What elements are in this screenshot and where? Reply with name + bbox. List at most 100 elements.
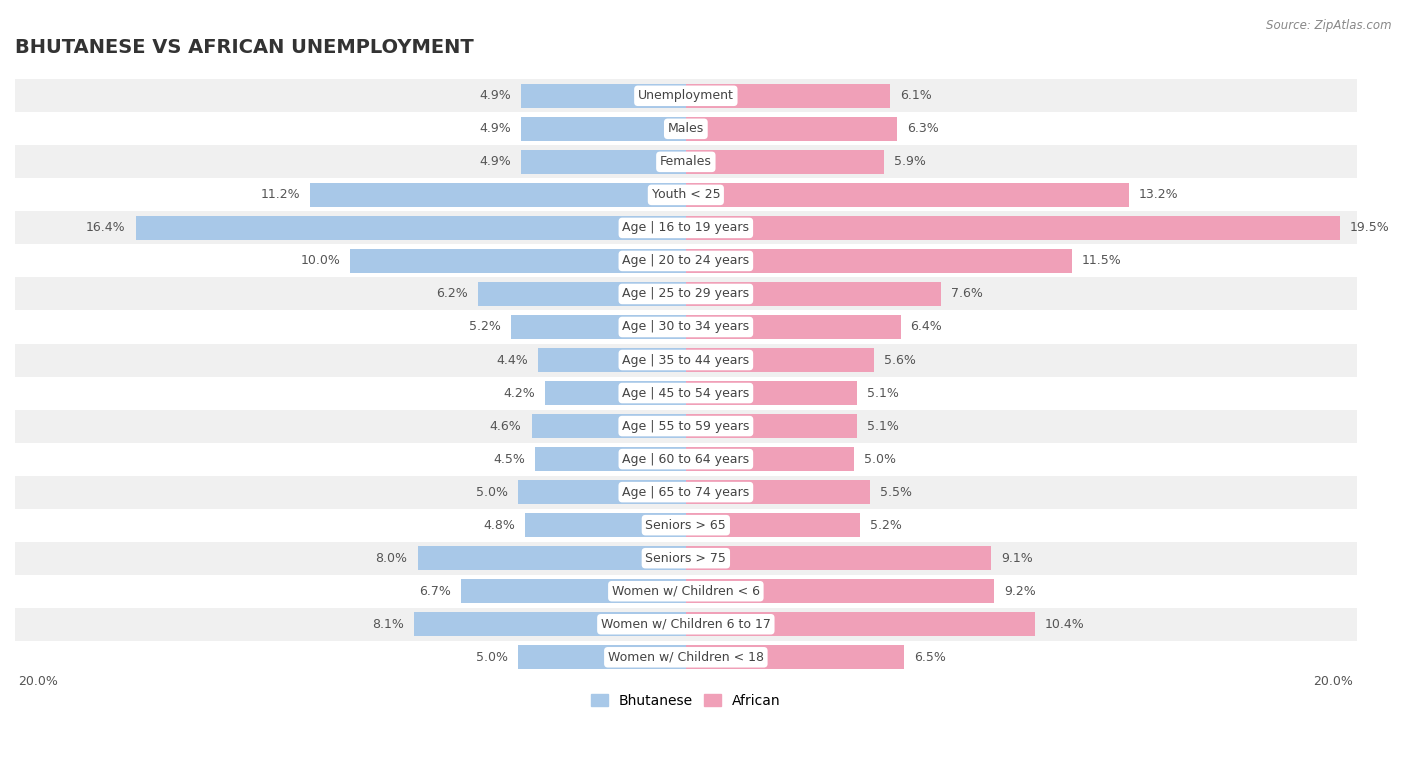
Text: 5.1%: 5.1% bbox=[868, 419, 898, 432]
Text: Seniors > 75: Seniors > 75 bbox=[645, 552, 727, 565]
Text: 11.2%: 11.2% bbox=[260, 188, 299, 201]
Text: 13.2%: 13.2% bbox=[1139, 188, 1178, 201]
Bar bbox=[686, 216, 1340, 240]
Text: 19.5%: 19.5% bbox=[1350, 221, 1389, 235]
Text: 6.3%: 6.3% bbox=[907, 123, 939, 136]
Text: 4.6%: 4.6% bbox=[489, 419, 522, 432]
Text: Women w/ Children 6 to 17: Women w/ Children 6 to 17 bbox=[600, 618, 770, 631]
Text: Males: Males bbox=[668, 123, 704, 136]
Text: 5.1%: 5.1% bbox=[868, 387, 898, 400]
Bar bbox=[15, 575, 1357, 608]
Bar bbox=[15, 542, 1357, 575]
Text: 4.2%: 4.2% bbox=[503, 387, 534, 400]
Bar bbox=[534, 447, 686, 471]
Bar bbox=[686, 414, 856, 438]
Text: 6.5%: 6.5% bbox=[914, 651, 946, 664]
Text: Youth < 25: Youth < 25 bbox=[651, 188, 720, 201]
Bar bbox=[350, 249, 686, 273]
Bar bbox=[512, 315, 686, 339]
Text: Women w/ Children < 6: Women w/ Children < 6 bbox=[612, 584, 759, 598]
Legend: Bhutanese, African: Bhutanese, African bbox=[585, 689, 786, 714]
Text: 4.9%: 4.9% bbox=[479, 155, 512, 168]
Text: Age | 55 to 59 years: Age | 55 to 59 years bbox=[623, 419, 749, 432]
Bar bbox=[686, 315, 900, 339]
Text: 9.2%: 9.2% bbox=[1004, 584, 1036, 598]
Bar bbox=[15, 443, 1357, 475]
Text: 5.0%: 5.0% bbox=[477, 486, 508, 499]
Bar bbox=[686, 547, 991, 570]
Bar bbox=[522, 84, 686, 107]
Bar bbox=[524, 513, 686, 537]
Text: 4.4%: 4.4% bbox=[496, 354, 529, 366]
Bar bbox=[522, 150, 686, 174]
Text: 10.0%: 10.0% bbox=[301, 254, 340, 267]
Text: 10.4%: 10.4% bbox=[1045, 618, 1084, 631]
Text: Age | 60 to 64 years: Age | 60 to 64 years bbox=[623, 453, 749, 466]
Bar bbox=[686, 117, 897, 141]
Text: 6.2%: 6.2% bbox=[436, 288, 468, 301]
Bar bbox=[15, 211, 1357, 245]
Text: 4.5%: 4.5% bbox=[494, 453, 524, 466]
Text: Unemployment: Unemployment bbox=[638, 89, 734, 102]
Text: 5.5%: 5.5% bbox=[880, 486, 912, 499]
Text: Age | 35 to 44 years: Age | 35 to 44 years bbox=[623, 354, 749, 366]
Bar bbox=[15, 608, 1357, 640]
Bar bbox=[686, 348, 873, 372]
Text: 20.0%: 20.0% bbox=[18, 674, 58, 687]
Bar bbox=[686, 183, 1129, 207]
Bar bbox=[686, 447, 853, 471]
Bar bbox=[461, 579, 686, 603]
Text: 9.1%: 9.1% bbox=[1001, 552, 1033, 565]
Bar bbox=[15, 410, 1357, 443]
Bar bbox=[15, 509, 1357, 542]
Text: 5.2%: 5.2% bbox=[870, 519, 903, 531]
Text: 4.8%: 4.8% bbox=[482, 519, 515, 531]
Bar bbox=[15, 310, 1357, 344]
Bar bbox=[415, 612, 686, 636]
Bar bbox=[15, 79, 1357, 112]
Text: 16.4%: 16.4% bbox=[86, 221, 125, 235]
Bar bbox=[686, 579, 994, 603]
Bar bbox=[531, 414, 686, 438]
Bar bbox=[686, 612, 1035, 636]
Text: 11.5%: 11.5% bbox=[1081, 254, 1122, 267]
Bar bbox=[686, 150, 884, 174]
Bar bbox=[522, 117, 686, 141]
Bar bbox=[15, 640, 1357, 674]
Bar bbox=[15, 376, 1357, 410]
Bar bbox=[478, 282, 686, 306]
Text: Age | 65 to 74 years: Age | 65 to 74 years bbox=[623, 486, 749, 499]
Bar bbox=[686, 382, 856, 405]
Text: Females: Females bbox=[659, 155, 711, 168]
Bar bbox=[519, 480, 686, 504]
Text: 8.1%: 8.1% bbox=[373, 618, 404, 631]
Bar bbox=[686, 282, 941, 306]
Text: 4.9%: 4.9% bbox=[479, 123, 512, 136]
Text: 5.0%: 5.0% bbox=[477, 651, 508, 664]
Text: 5.2%: 5.2% bbox=[470, 320, 502, 334]
Bar bbox=[686, 249, 1071, 273]
Bar bbox=[686, 646, 904, 669]
Bar bbox=[519, 646, 686, 669]
Bar bbox=[15, 344, 1357, 376]
Bar bbox=[686, 84, 890, 107]
Bar bbox=[15, 145, 1357, 179]
Bar bbox=[686, 480, 870, 504]
Text: 4.9%: 4.9% bbox=[479, 89, 512, 102]
Text: Age | 20 to 24 years: Age | 20 to 24 years bbox=[623, 254, 749, 267]
Bar bbox=[15, 278, 1357, 310]
Text: 6.4%: 6.4% bbox=[911, 320, 942, 334]
Text: 6.1%: 6.1% bbox=[900, 89, 932, 102]
Bar bbox=[418, 547, 686, 570]
Text: Age | 25 to 29 years: Age | 25 to 29 years bbox=[623, 288, 749, 301]
Text: Age | 16 to 19 years: Age | 16 to 19 years bbox=[623, 221, 749, 235]
Text: BHUTANESE VS AFRICAN UNEMPLOYMENT: BHUTANESE VS AFRICAN UNEMPLOYMENT bbox=[15, 38, 474, 57]
Bar bbox=[15, 112, 1357, 145]
Text: 5.9%: 5.9% bbox=[894, 155, 925, 168]
Text: Age | 45 to 54 years: Age | 45 to 54 years bbox=[623, 387, 749, 400]
Text: 7.6%: 7.6% bbox=[950, 288, 983, 301]
Bar bbox=[15, 245, 1357, 278]
Text: 6.7%: 6.7% bbox=[419, 584, 451, 598]
Text: Age | 30 to 34 years: Age | 30 to 34 years bbox=[623, 320, 749, 334]
Text: 20.0%: 20.0% bbox=[1313, 674, 1354, 687]
